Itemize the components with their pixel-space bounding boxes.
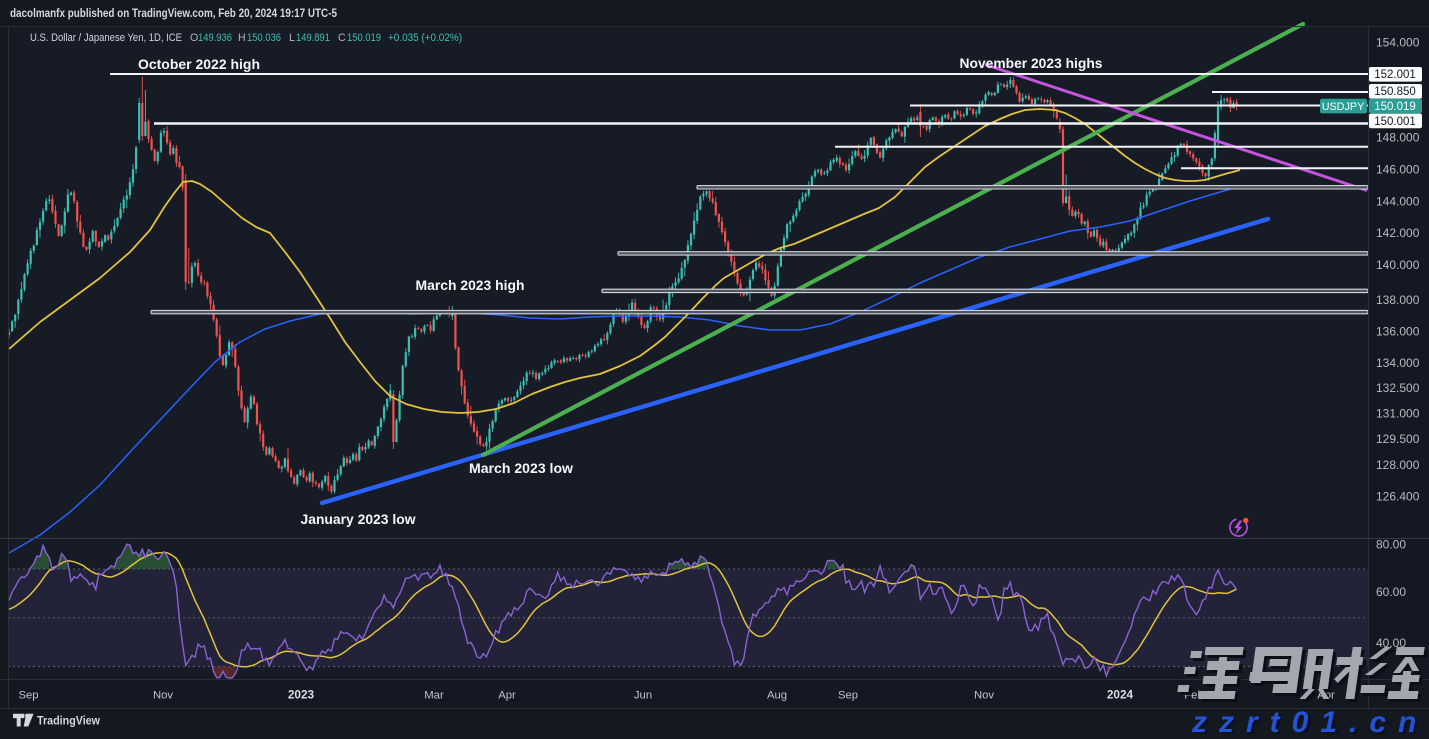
svg-text:150.036: 150.036 [247, 32, 281, 44]
svg-text:H: H [238, 32, 246, 44]
svg-text:148.000: 148.000 [1376, 131, 1420, 145]
svg-text:128.000: 128.000 [1376, 458, 1420, 472]
svg-text:TradingView: TradingView [37, 714, 101, 728]
svg-text:129.500: 129.500 [1376, 432, 1420, 446]
svg-text:zzrt01.cn: zzrt01.cn [1191, 706, 1428, 739]
svg-text:152.001: 152.001 [1374, 69, 1416, 81]
svg-text:149.891: 149.891 [296, 32, 330, 44]
svg-text:154.000: 154.000 [1376, 36, 1420, 50]
svg-text:150.001: 150.001 [1374, 116, 1416, 128]
svg-text:dacolmanfx published on Tradin: dacolmanfx published on TradingView.com,… [10, 8, 338, 20]
svg-text:L: L [289, 32, 295, 44]
svg-text:U.S. Dollar / Japanese Yen, 1D: U.S. Dollar / Japanese Yen, 1D, ICE [30, 32, 182, 44]
svg-text:March 2023 low: March 2023 low [469, 461, 574, 476]
svg-text:140.000: 140.000 [1376, 258, 1420, 272]
svg-text:80.00: 80.00 [1376, 537, 1406, 551]
svg-text:2023: 2023 [288, 688, 315, 702]
svg-text:+0.035 (+0.02%): +0.035 (+0.02%) [388, 32, 462, 44]
svg-text:132.500: 132.500 [1376, 381, 1420, 395]
svg-text:C: C [338, 32, 346, 44]
svg-text:60.00: 60.00 [1376, 585, 1406, 599]
svg-text:150.019: 150.019 [347, 32, 381, 44]
svg-text:November 2023 highs: November 2023 highs [960, 56, 1103, 71]
svg-text:144.000: 144.000 [1376, 195, 1420, 209]
svg-text:Nov: Nov [974, 690, 994, 702]
svg-text:USDJPY: USDJPY [1322, 101, 1365, 113]
svg-text:136.000: 136.000 [1376, 325, 1420, 339]
svg-text:Jun: Jun [634, 690, 652, 702]
svg-text:Apr: Apr [498, 690, 516, 702]
svg-text:Aug: Aug [767, 690, 787, 702]
svg-text:zzrt01.cn: zzrt01.cn [1194, 708, 1429, 739]
svg-text:138.000: 138.000 [1376, 293, 1420, 307]
svg-text:131.000: 131.000 [1376, 407, 1420, 421]
svg-text:150.850: 150.850 [1374, 86, 1416, 98]
svg-text:Nov: Nov [153, 690, 173, 702]
svg-text:146.000: 146.000 [1376, 163, 1420, 177]
svg-text:Sep: Sep [18, 690, 38, 702]
svg-text:January 2023 low: January 2023 low [301, 512, 417, 527]
svg-text:142.000: 142.000 [1376, 226, 1420, 240]
svg-text:149.936: 149.936 [198, 32, 232, 44]
svg-text:126.400: 126.400 [1376, 490, 1420, 504]
svg-text:March 2023 high: March 2023 high [416, 278, 525, 293]
svg-text:40.00: 40.00 [1376, 636, 1406, 650]
svg-text:2024: 2024 [1107, 688, 1134, 702]
svg-text:Mar: Mar [424, 690, 444, 702]
svg-text:October 2022 high: October 2022 high [138, 57, 260, 72]
svg-text:Sep: Sep [838, 690, 858, 702]
svg-text:134.000: 134.000 [1376, 356, 1420, 370]
svg-text:O: O [190, 32, 198, 44]
svg-text:150.019: 150.019 [1374, 101, 1416, 113]
